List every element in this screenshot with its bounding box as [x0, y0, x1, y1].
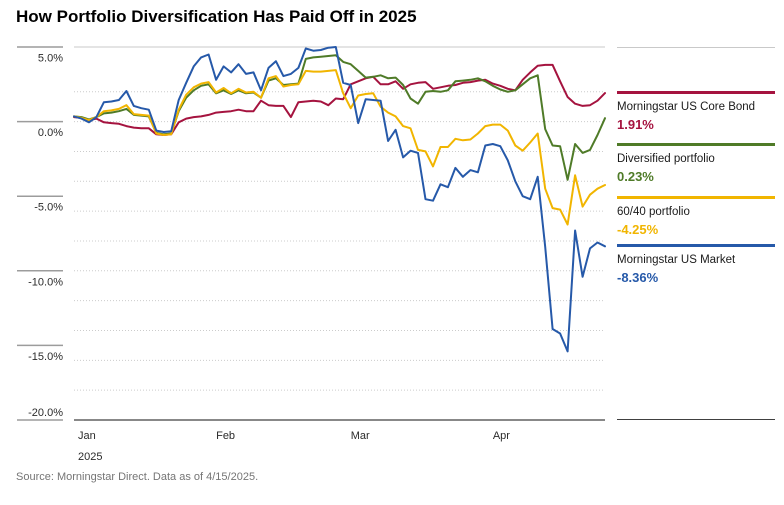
x-axis-year-label: 2025 — [78, 451, 102, 463]
y-axis-label: 0.0% — [38, 127, 63, 139]
chart-title: How Portfolio Diversification Has Paid O… — [16, 7, 417, 26]
legend-entry-us-market: Morningstar US Market -8.36% — [617, 244, 775, 285]
legend-label: Morningstar US Market — [617, 254, 736, 266]
legend-label: Diversified portfolio — [617, 153, 715, 165]
series-line-diversified-portfolio — [73, 54, 606, 181]
legend-entry-60-40: 60/40 portfolio -4.25% — [617, 196, 775, 237]
legend: Morningstar US Core Bond 1.91% Diversifi… — [617, 47, 775, 420]
x-axis-label: Mar — [351, 430, 370, 442]
legend-swatch-diversified — [617, 143, 775, 146]
legend-value: -4.25% — [617, 222, 659, 237]
legend-swatch-us-market — [617, 244, 775, 247]
legend-entry-core-bond: Morningstar US Core Bond 1.91% — [617, 91, 775, 132]
y-axis-label: -20.0% — [28, 407, 63, 419]
x-axis-label: Jan — [78, 430, 96, 442]
x-axis-label: Apr — [493, 430, 510, 442]
y-axis-label: -5.0% — [34, 202, 63, 214]
y-axis-label: -10.0% — [28, 276, 63, 288]
series-line-morningstar-us-market — [73, 46, 606, 353]
legend-label: Morningstar US Core Bond — [617, 101, 756, 113]
x-axis-label: Feb — [216, 430, 235, 442]
y-axis-label: -15.0% — [28, 351, 63, 363]
legend-entry-diversified: Diversified portfolio 0.23% — [617, 143, 775, 184]
legend-value: 0.23% — [617, 169, 654, 184]
legend-label: 60/40 portfolio — [617, 206, 690, 218]
legend-swatch-core-bond — [617, 91, 775, 94]
legend-value: 1.91% — [617, 117, 654, 132]
y-axis-label: 5.0% — [38, 53, 63, 65]
legend-value: -8.36% — [617, 270, 659, 285]
legend-swatch-60-40 — [617, 196, 775, 199]
source-note: Source: Morningstar Direct. Data as of 4… — [16, 471, 259, 483]
series-line-60-40-portfolio — [73, 69, 606, 226]
